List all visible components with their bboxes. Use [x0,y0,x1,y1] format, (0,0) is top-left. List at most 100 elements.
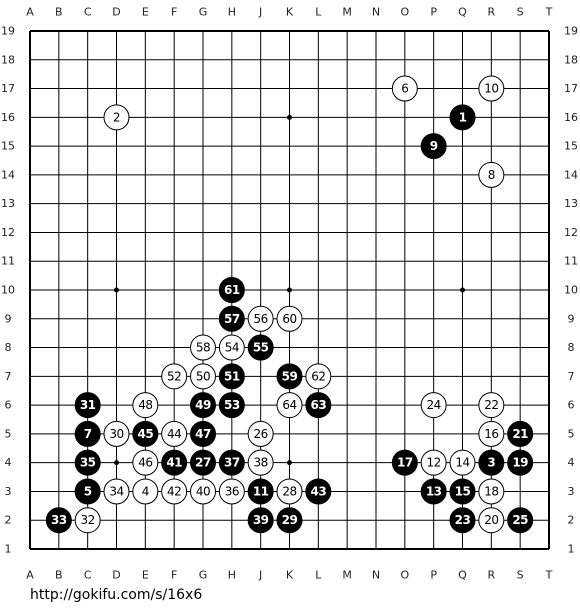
black-stone [305,392,332,419]
row-label: 19 [1,25,15,38]
row-label: 18 [1,53,15,66]
column-label: M [342,569,352,582]
column-label: H [228,569,236,582]
column-label: O [400,569,409,582]
move-number: 62 [311,369,325,383]
move-number: 22 [484,398,498,412]
black-stone [74,449,101,476]
column-label: R [488,6,496,19]
black-stone [161,449,188,476]
move-number: 38 [254,456,268,470]
move-number: 58 [196,341,210,355]
column-label: Q [458,569,467,582]
row-label: 9 [5,312,12,325]
black-stone [247,478,274,505]
move-number: 36 [225,484,239,498]
move-number: 24 [427,398,441,412]
white-stone [449,449,476,476]
move-number: 11 [253,484,269,498]
black-stone [74,478,101,505]
white-stone [305,363,332,390]
white-stone [478,478,505,505]
move-number: 53 [224,398,240,412]
row-label: 10 [1,284,15,297]
row-label: 4 [568,456,575,469]
row-label: 5 [568,427,575,440]
white-stone [218,478,245,505]
black-stone [507,420,534,447]
move-number: 55 [253,341,269,355]
row-label: 1 [568,543,575,556]
move-number: 37 [224,456,240,470]
column-label: T [545,6,553,19]
black-stone [276,363,303,390]
move-number: 1 [459,110,467,124]
column-label: A [26,569,34,582]
black-stone [190,449,216,476]
move-number: 18 [484,484,498,498]
column-label: Q [458,6,467,19]
move-number: 49 [195,398,211,412]
move-number: 26 [254,427,268,441]
row-label: 12 [1,226,15,239]
move-number: 64 [282,398,296,412]
black-stone [218,305,245,332]
column-label: S [517,569,524,582]
black-stone [420,133,447,160]
move-number: 50 [196,369,210,383]
black-stone [507,449,534,476]
move-number: 27 [195,456,211,470]
move-number: 61 [224,283,240,297]
white-stone [161,363,188,390]
black-stone [478,449,505,476]
white-stone [132,392,159,419]
move-number: 5 [84,484,92,498]
row-label: 10 [564,284,578,297]
white-stone [478,161,505,188]
black-stone [132,420,159,447]
move-number: 12 [427,456,441,470]
row-label: 7 [5,370,12,383]
white-stone [74,507,101,534]
row-label: 13 [564,197,578,210]
move-number: 63 [310,398,326,412]
white-stone [218,334,245,361]
black-stone [507,507,534,534]
move-number: 45 [137,427,153,441]
white-stone [161,420,188,447]
star-point [287,287,292,293]
row-label: 12 [564,226,578,239]
move-number: 8 [488,168,495,182]
white-stone [276,392,303,419]
move-number: 25 [512,513,528,527]
black-stone [218,277,245,303]
row-label: 16 [564,111,578,124]
white-stone [478,75,505,102]
black-stone [218,392,245,419]
row-label: 8 [568,341,575,354]
move-number: 23 [455,513,471,527]
move-number: 31 [80,398,96,412]
black-stone [247,334,274,361]
column-label: G [199,569,208,582]
column-label: J [258,569,262,582]
row-label: 16 [1,111,15,124]
move-number: 15 [455,484,471,498]
column-label: F [171,569,177,582]
row-label: 15 [1,140,15,153]
white-stone [161,478,188,505]
column-label: J [258,6,262,19]
move-number: 47 [195,427,211,441]
black-stone [247,507,274,534]
column-label: L [315,6,322,19]
black-stone [449,478,476,505]
column-label: T [545,569,553,582]
row-label: 18 [564,53,578,66]
black-stone [45,507,72,534]
move-number: 29 [282,513,298,527]
star-point [114,460,119,466]
white-stone [276,478,303,505]
row-label: 17 [564,82,578,95]
row-label: 6 [5,399,12,412]
